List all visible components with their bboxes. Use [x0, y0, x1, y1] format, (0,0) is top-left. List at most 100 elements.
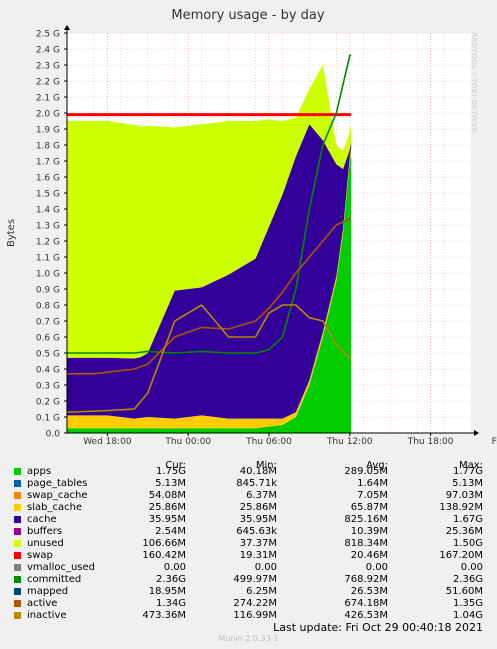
y-tick-label: 2.0 G [36, 110, 60, 120]
y-tick-label: 1.3 G [36, 222, 60, 232]
legend-row-active: active 1.34G 274.22M 674.18M 1.35G [0, 598, 497, 610]
line-inactive [66, 303, 352, 413]
legend-row-apps: apps 1.75G 40.18M 289.05M 1.77G [0, 466, 497, 478]
area-cache [67, 124, 352, 419]
last-update: Last update: Fri Oct 29 00:40:18 2021 [273, 621, 483, 634]
legend-header-cur: Cur: [165, 460, 186, 471]
line-active [67, 217, 352, 375]
legend-cur: 25.86M [148, 502, 186, 513]
legend-min: 499.97M [233, 574, 277, 585]
legend-avg: 26.53M [350, 586, 388, 597]
area-apps [67, 153, 352, 433]
legend-row-buffers: buffers 2.54M 645.63k 10.39M 25.36M [0, 526, 497, 538]
y-tick-label: 1.6 G [36, 174, 60, 184]
legend-min: 40.18M [239, 466, 277, 477]
legend-swatch [14, 540, 21, 547]
legend-swatch [14, 528, 21, 535]
legend-swatch [14, 480, 21, 487]
y-tick-label: 2.2 G [36, 78, 60, 88]
legend-name: slab_cache [27, 502, 83, 513]
legend-avg: 7.05M [357, 490, 388, 501]
legend-cur: 2.36G [155, 574, 186, 585]
x-tick-label: Wed 18:00 [83, 437, 132, 447]
legend-swatch [14, 504, 21, 511]
legend-name: apps [27, 466, 52, 477]
y-tick-label: 0.1 G [36, 414, 60, 424]
y-tick-label: 0.9 G [36, 286, 60, 296]
x-tick-label: Thu 06:00 [245, 437, 292, 447]
legend-row-mapped: mapped 18.95M 6.25M 26.53M 51.60M [0, 586, 497, 598]
legend-name: inactive [27, 610, 67, 621]
legend-row-cache: cache 35.95M 35.95M 825.16M 1.67G [0, 514, 497, 526]
legend-min: 25.86M [239, 502, 277, 513]
y-tick-label: 1.4 G [36, 206, 60, 216]
legend-avg: 426.53M [344, 610, 388, 621]
legend-row-page_tables: page_tables 5.13M 845.71k 1.64M 5.13M [0, 478, 497, 490]
legend-name: cache [27, 514, 57, 525]
legend-avg: 65.87M [350, 502, 388, 513]
legend-cur: 35.95M [148, 514, 186, 525]
x-tick-label: Fri 00:00 [492, 437, 497, 447]
y-tick-label: 0.4 G [36, 366, 60, 376]
legend-swatch [14, 600, 21, 607]
legend-max: 1.67G [452, 514, 483, 525]
y-tick-label: 1.0 G [36, 270, 60, 280]
legend-avg: 20.46M [350, 550, 388, 561]
legend-cur: 1.75G [155, 466, 186, 477]
y-tick-label: 2.4 G [36, 46, 60, 56]
legend-min: 35.95M [239, 514, 277, 525]
legend-avg: 0.00 [365, 562, 388, 573]
legend-max: 51.60M [445, 586, 483, 597]
legend-swatch [14, 576, 21, 583]
legend-row-swap: swap 160.42M 19.31M 20.46M 167.20M [0, 550, 497, 562]
legend-name: page_tables [27, 478, 88, 489]
legend-row-swap_cache: swap_cache 54.08M 6.37M 7.05M 97.03M [0, 490, 497, 502]
x-axis-arrow [474, 430, 479, 436]
legend-avg: 10.39M [350, 526, 388, 537]
y-tick-label: 0.0 [46, 430, 61, 440]
legend-max: 5.13M [452, 478, 483, 489]
legend-max: 97.03M [445, 490, 483, 501]
legend-name: swap_cache [27, 490, 88, 501]
legend-avg: 818.34M [344, 538, 388, 549]
legend-cur: 5.13M [155, 478, 186, 489]
legend-min: 845.71k [236, 478, 277, 489]
legend-cur: 473.36M [142, 610, 186, 621]
legend-cur: 1.34G [155, 598, 186, 609]
legend-max: 1.77G [452, 466, 483, 477]
legend-avg: 1.64M [357, 478, 388, 489]
legend-swatch [14, 516, 21, 523]
area-unused [67, 65, 352, 359]
legend-max: 2.36G [452, 574, 483, 585]
legend-swatch [14, 468, 21, 475]
line-committed [67, 54, 352, 354]
y-tick-label: 0.5 G [36, 350, 60, 360]
legend-header-avg: Avg: [366, 460, 388, 471]
y-tick-label: 0.3 G [36, 382, 60, 392]
legend-max: 0.00 [460, 562, 483, 573]
legend-min: 6.37M [246, 490, 277, 501]
legend-min: 19.31M [239, 550, 277, 561]
memory-chart: Memory usage - by day Bytes 0.0 0.1 G 0.2 … [6, 8, 497, 447]
y-tick-label: 0.6 G [36, 334, 60, 344]
legend-swatch [14, 492, 21, 499]
legend-name: buffers [27, 526, 63, 537]
legend-swatch [14, 612, 21, 619]
y-tick-label: 1.9 G [36, 126, 60, 136]
y-tick-label: 2.5 G [36, 30, 60, 40]
legend-max: 25.36M [445, 526, 483, 537]
legend-row-slab_cache: slab_cache 25.86M 25.86M 65.87M 138.92M [0, 502, 497, 514]
legend-cur: 18.95M [148, 586, 186, 597]
y-tick-label: 0.8 G [36, 302, 60, 312]
legend-min: 274.22M [233, 598, 277, 609]
legend-name: mapped [27, 586, 69, 597]
y-axis-label: Bytes [6, 219, 17, 247]
legend-name: active [27, 598, 58, 609]
x-tick-label: Thu 00:00 [164, 437, 211, 447]
legend-cur: 160.42M [142, 550, 186, 561]
legend-header-max: Max: [458, 460, 483, 471]
legend-name: unused [27, 538, 64, 549]
legend-max: 1.04G [452, 610, 483, 621]
legend-swatch [14, 552, 21, 559]
legend-avg: 768.92M [344, 574, 388, 585]
